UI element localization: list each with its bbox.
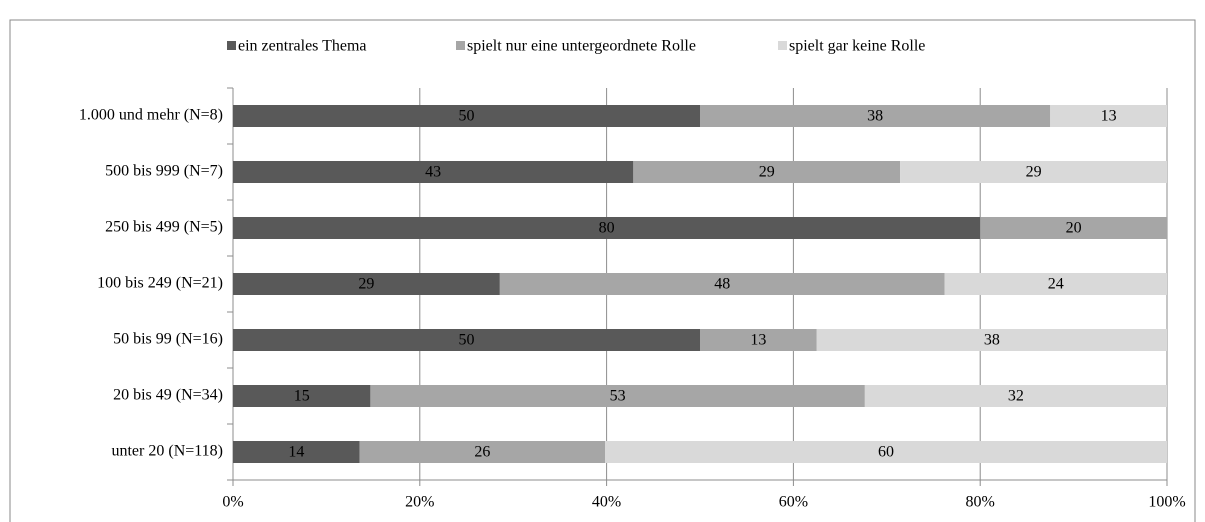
legend-label: spielt gar keine Rolle (789, 38, 925, 55)
data-label: 29 (1026, 164, 1042, 181)
legend-swatch (227, 41, 236, 50)
bar-segment (233, 105, 700, 127)
x-tick-label: 100% (1148, 494, 1185, 511)
data-label: 15 (294, 388, 310, 405)
bar-segment (233, 329, 700, 351)
chart-frame (9, 19, 1196, 522)
legend-swatch (778, 41, 787, 50)
bar-segment (1050, 105, 1167, 127)
y-tick-label: 20 bis 49 (N=34) (113, 387, 223, 404)
data-label: 38 (984, 332, 1000, 349)
x-tick-label: 20% (405, 494, 434, 511)
bar-segment (816, 329, 1167, 351)
y-tick-label: 100 bis 249 (N=21) (97, 275, 223, 292)
bar-segment (700, 329, 817, 351)
y-tick-label: 1.000 und mehr (N=8) (79, 107, 223, 124)
data-label: 80 (599, 220, 615, 237)
bar-segment (233, 273, 500, 295)
bar-segment (700, 105, 1051, 127)
x-tick-label: 60% (779, 494, 808, 511)
data-label: 38 (867, 108, 883, 125)
bar-segment (499, 273, 945, 295)
legend-swatch (456, 41, 465, 50)
data-label: 60 (878, 444, 894, 461)
data-label: 32 (1008, 388, 1024, 405)
data-label: 53 (610, 388, 626, 405)
x-tick-label: 0% (222, 494, 243, 511)
bar-segment (233, 217, 981, 239)
bar-segment (233, 385, 371, 407)
data-label: 29 (358, 276, 374, 293)
bar-segment (233, 161, 634, 183)
bar-segment (370, 385, 865, 407)
data-label: 43 (425, 164, 441, 181)
y-tick-label: 250 bis 499 (N=5) (105, 219, 223, 236)
bar-segment (605, 441, 1167, 463)
data-label: 24 (1048, 276, 1064, 293)
y-tick-label: 50 bis 99 (N=16) (113, 331, 223, 348)
data-label: 29 (759, 164, 775, 181)
data-label: 48 (714, 276, 730, 293)
data-label: 14 (288, 444, 304, 461)
bar-segment (980, 217, 1167, 239)
data-label: 20 (1066, 220, 1082, 237)
data-label: 26 (474, 444, 490, 461)
data-label: 50 (459, 332, 475, 349)
bar-segment (864, 385, 1167, 407)
bar-segment (900, 161, 1167, 183)
bar-segment (233, 441, 360, 463)
data-label: 50 (459, 108, 475, 125)
bar-segment (633, 161, 901, 183)
y-tick-label: 500 bis 999 (N=7) (105, 163, 223, 180)
bar-segment (944, 273, 1167, 295)
legend-label: ein zentrales Thema (238, 38, 367, 55)
legend-label: spielt nur eine untergeordnete Rolle (467, 38, 696, 55)
x-tick-label: 80% (966, 494, 995, 511)
bar-segment (359, 441, 606, 463)
y-tick-label: unter 20 (N=118) (111, 443, 223, 460)
data-label: 13 (1101, 108, 1117, 125)
data-label: 13 (750, 332, 766, 349)
x-tick-label: 40% (592, 494, 621, 511)
